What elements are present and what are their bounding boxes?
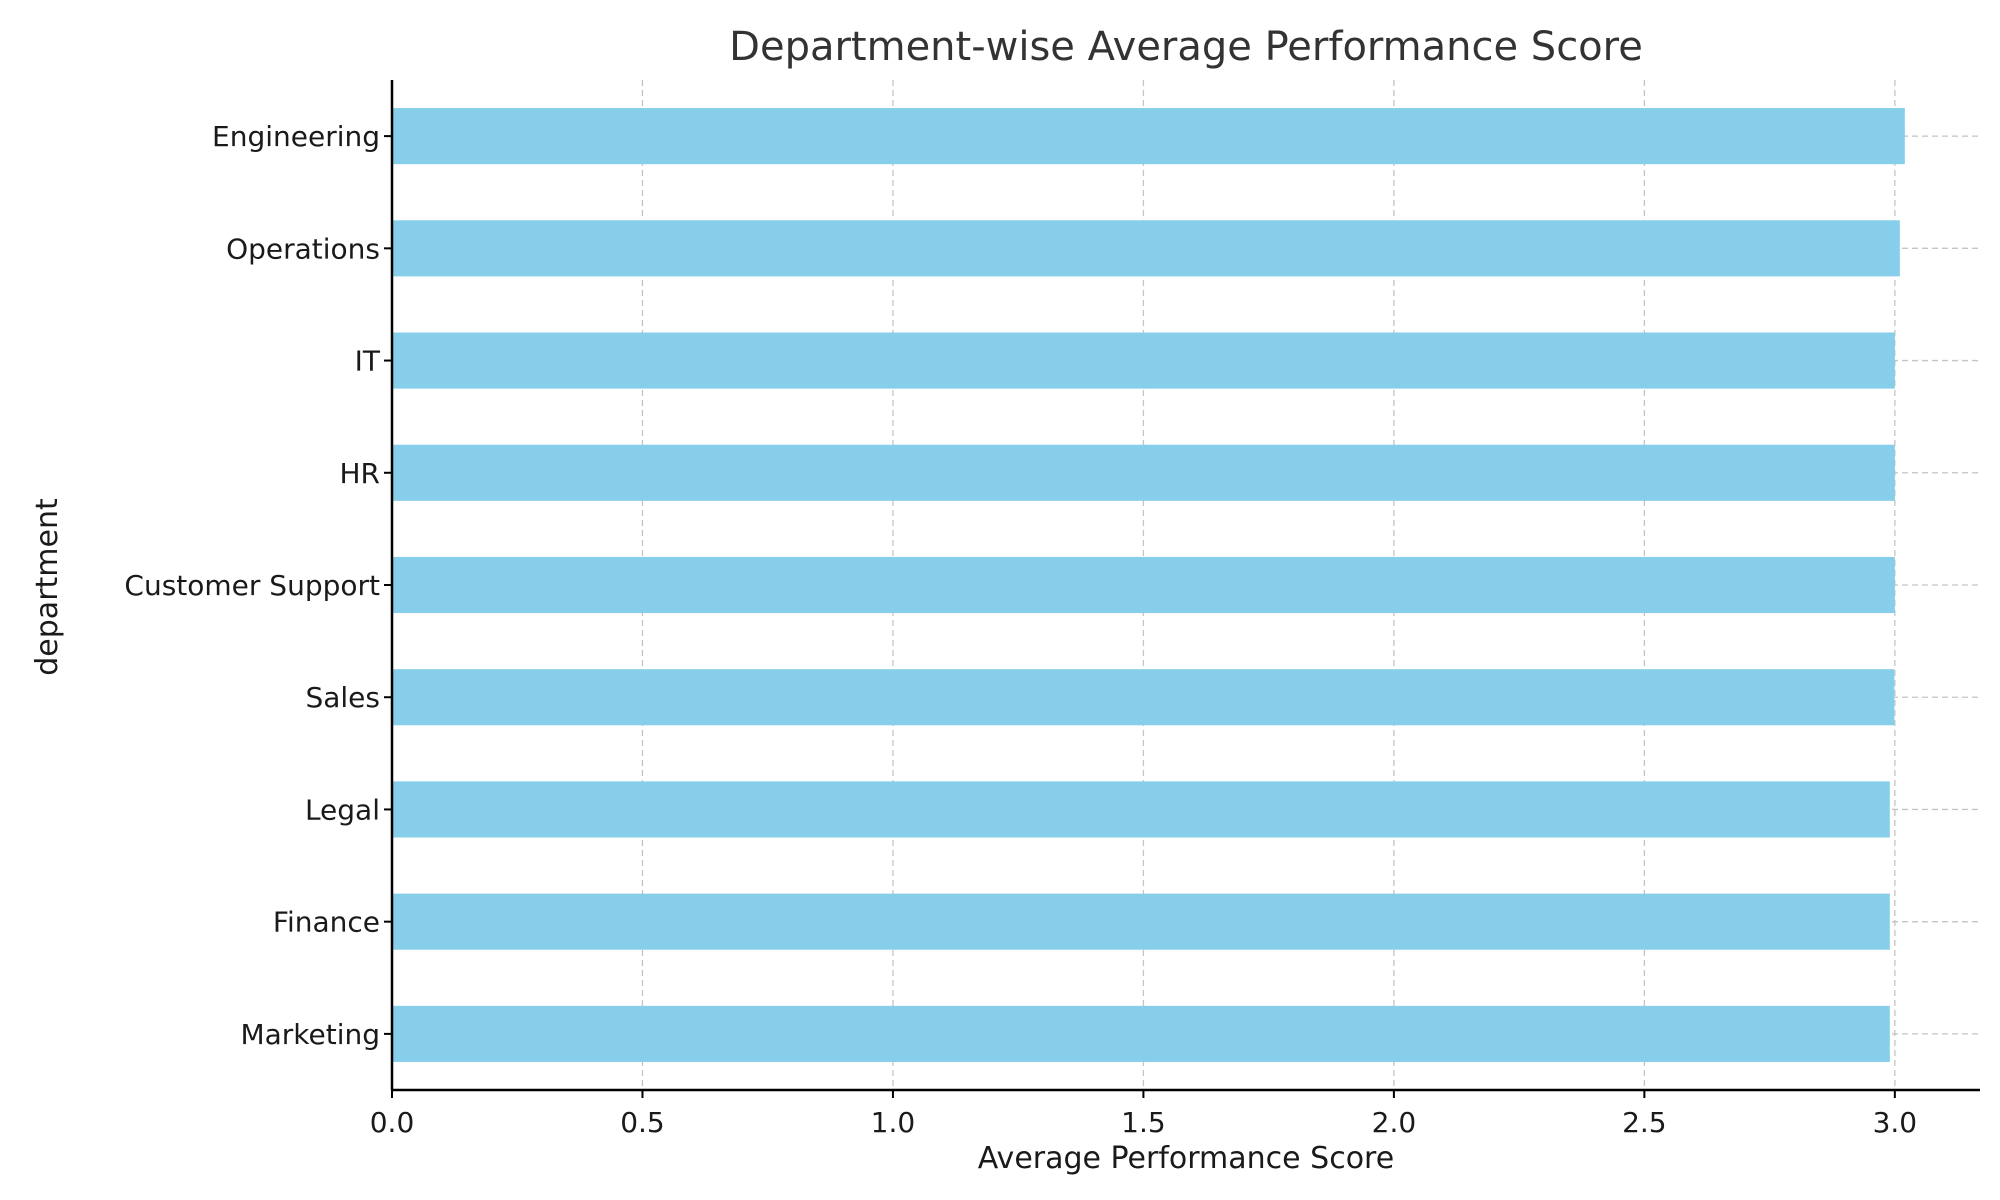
- y-axis-title: department: [30, 498, 65, 676]
- bar: [392, 108, 1905, 165]
- x-tick-label: 1.0: [871, 1106, 916, 1139]
- chart-title: Department-wise Average Performance Scor…: [729, 24, 1643, 70]
- x-axis-title: Average Performance Score: [978, 1141, 1394, 1176]
- y-tick-label: Customer Support: [124, 569, 380, 602]
- x-tick-label: 3.0: [1873, 1106, 1918, 1139]
- bars: [392, 108, 1905, 1062]
- bar: [392, 893, 1890, 950]
- x-tick-label: 1.5: [1121, 1106, 1166, 1139]
- bar: [392, 332, 1895, 389]
- x-tick-label: 0.0: [370, 1106, 415, 1139]
- y-tick-label: HR: [339, 457, 380, 490]
- bar: [392, 444, 1895, 501]
- y-tick-label: Legal: [305, 793, 380, 826]
- y-tick-label: Marketing: [240, 1018, 380, 1051]
- y-tick-label: Sales: [305, 681, 380, 714]
- y-tick-label: Engineering: [212, 120, 380, 153]
- bar: [392, 669, 1895, 726]
- x-tick-label: 2.5: [1622, 1106, 1667, 1139]
- x-ticks: 0.0 0.5 1.0 1.5 2.0 2.5 3.0: [370, 1090, 1917, 1139]
- bar: [392, 556, 1895, 614]
- bar: [392, 1005, 1890, 1062]
- bar: [392, 781, 1890, 838]
- y-tick-label: Finance: [273, 906, 380, 939]
- x-tick-label: 2.0: [1372, 1106, 1417, 1139]
- bar: [392, 220, 1900, 277]
- y-tick-label: IT: [355, 345, 381, 378]
- y-tick-label: Operations: [226, 232, 380, 265]
- x-tick-label: 0.5: [620, 1106, 665, 1139]
- y-ticks: Engineering Operations IT HR Customer Suppor…: [124, 120, 392, 1051]
